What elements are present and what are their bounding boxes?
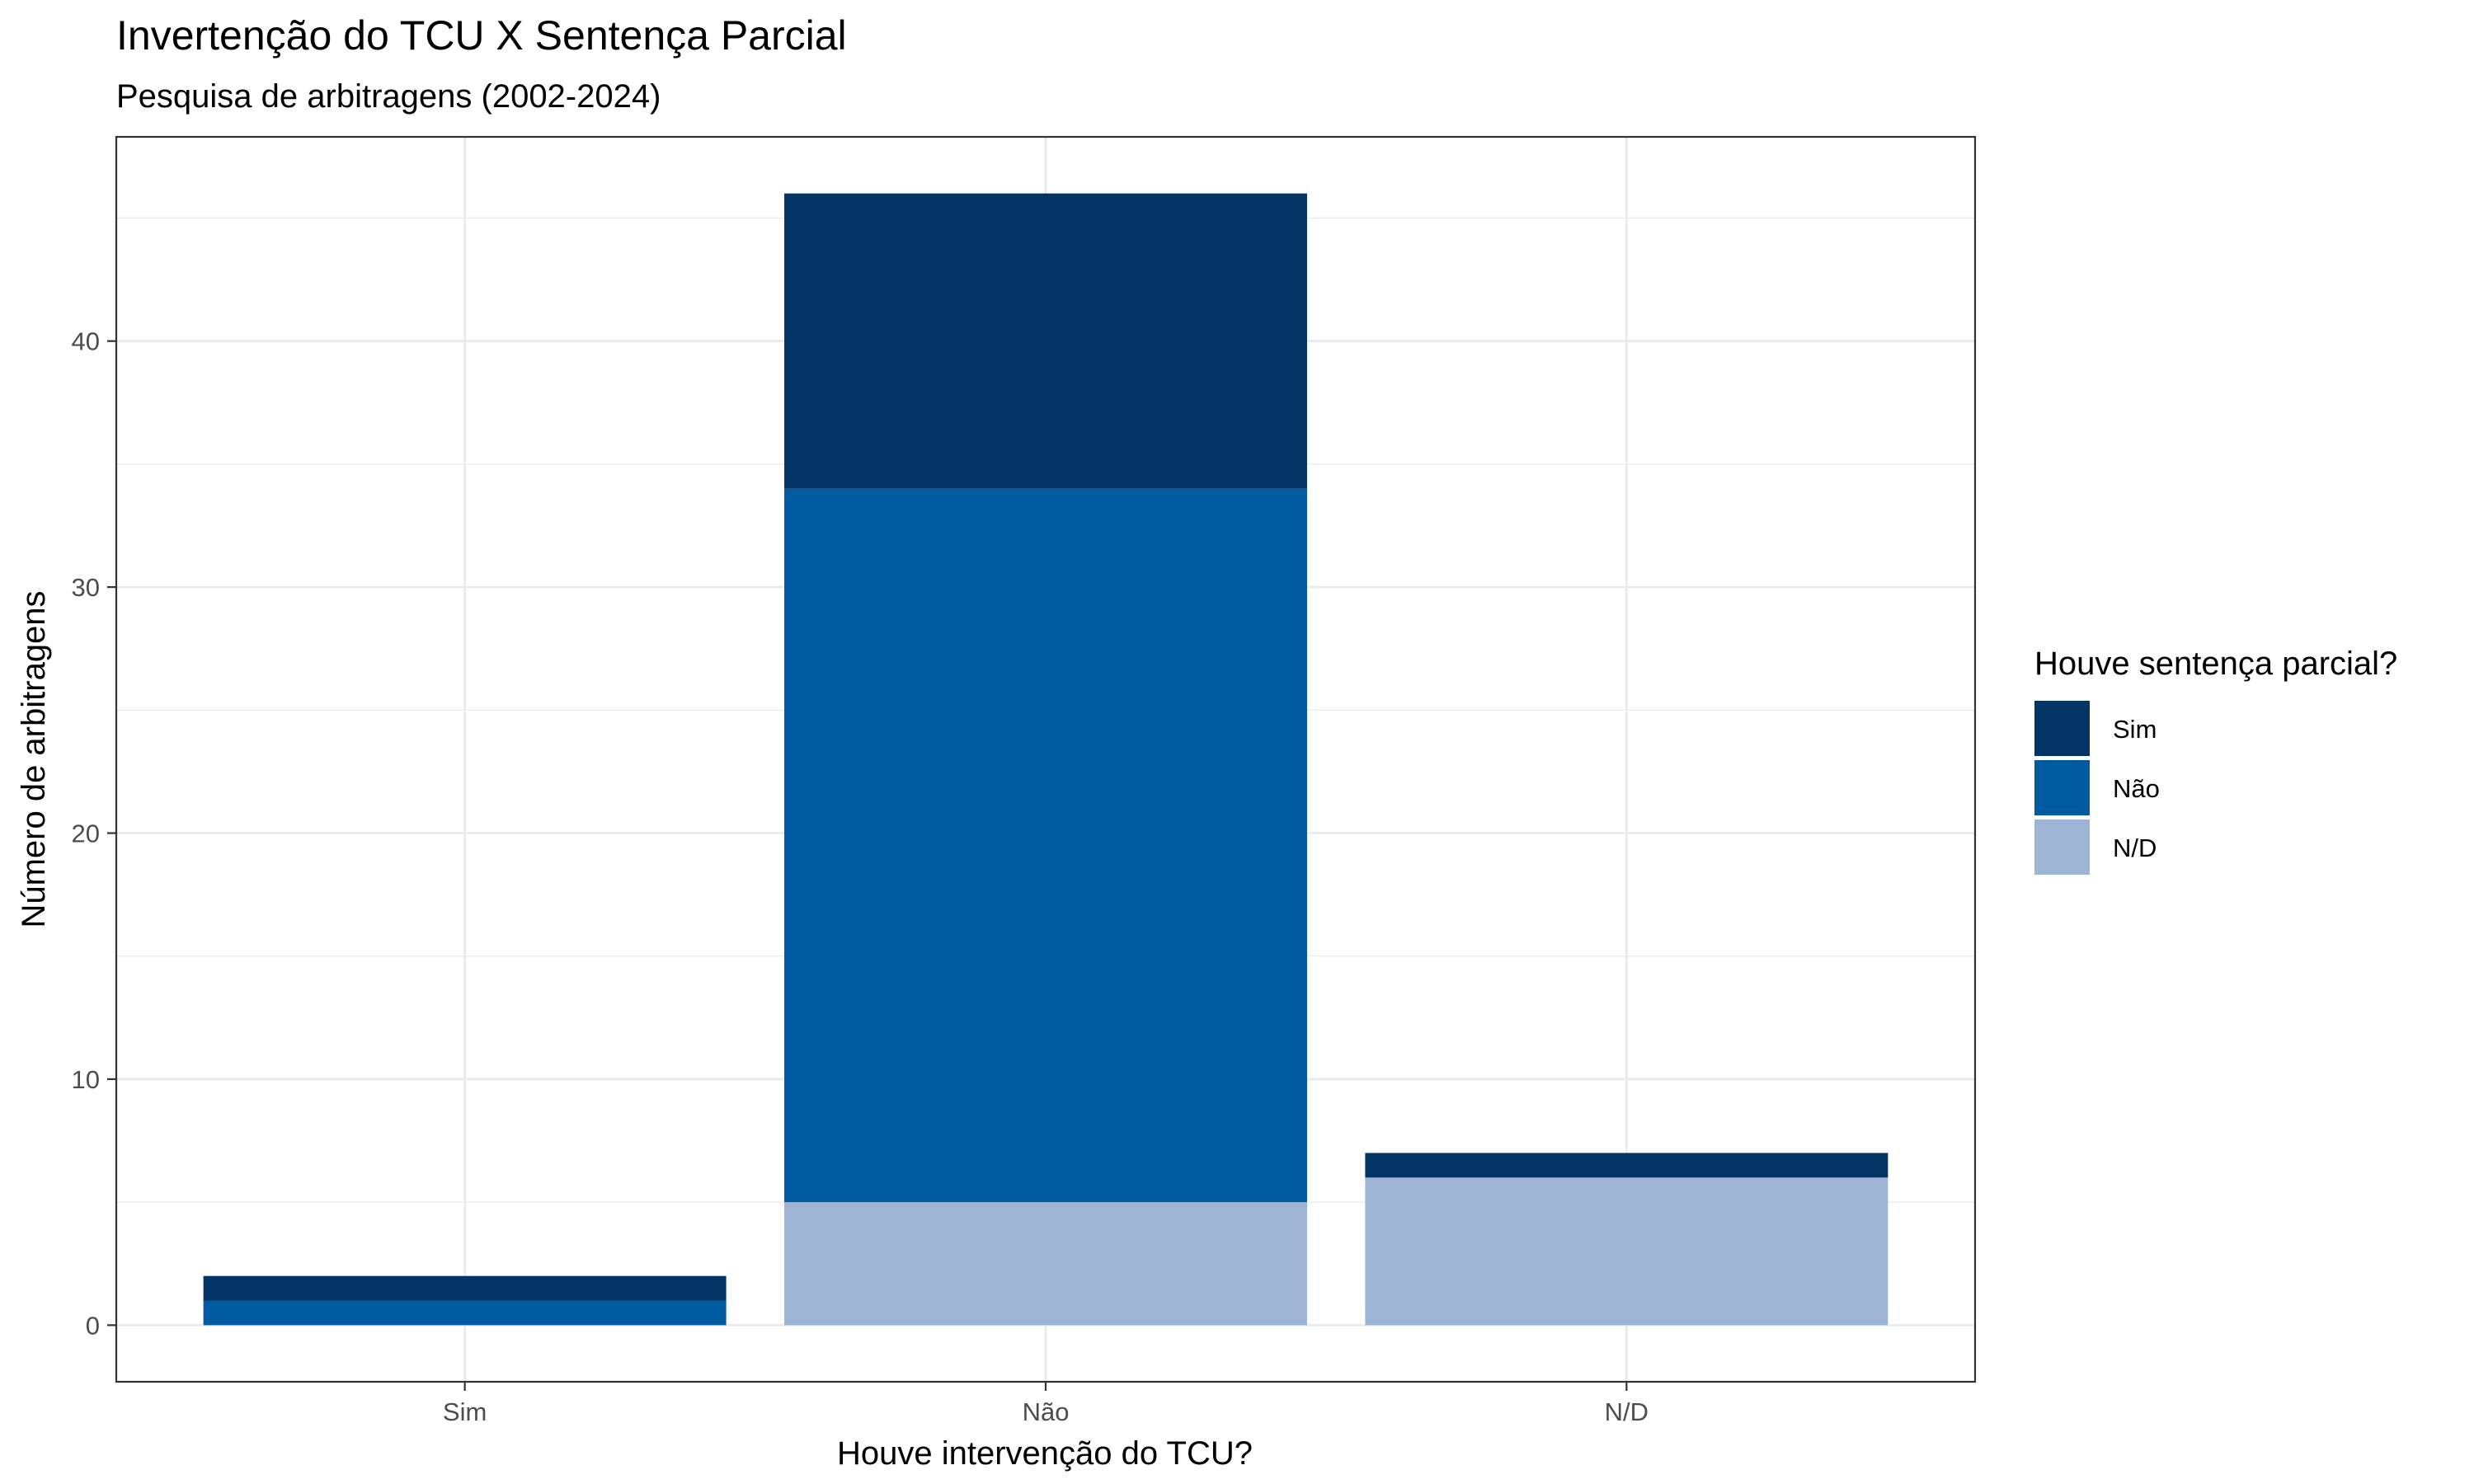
y-tick-label: 20 — [72, 819, 100, 848]
y-tick-label: 10 — [72, 1065, 100, 1094]
legend-label: N/D — [2113, 834, 2157, 862]
bar-no-nd — [784, 1202, 1307, 1326]
legend-swatch — [2034, 701, 2090, 756]
legend-swatch — [2034, 819, 2090, 875]
bar-no-sim — [784, 193, 1307, 489]
bar-nd-sim — [1365, 1153, 1888, 1178]
y-tick-label: 0 — [86, 1311, 100, 1340]
y-tick-label: 30 — [72, 573, 100, 602]
bar-sim-no — [203, 1300, 727, 1326]
chart-title: Invertenção do TCU X Sentença Parcial — [116, 12, 847, 59]
legend-label: Não — [2113, 774, 2160, 803]
x-axis: Sim Não N/D — [443, 1382, 1649, 1426]
legend: Houve sentença parcial? Sim Não N/D — [2034, 646, 2397, 875]
bar-no-no — [784, 488, 1307, 1203]
bars — [203, 193, 1888, 1326]
chart-subtitle: Pesquisa de arbitragens (2002-2024) — [116, 78, 661, 115]
legend-title: Houve sentença parcial? — [2034, 646, 2397, 682]
x-axis-title: Houve intervenção do TCU? — [837, 1435, 1253, 1472]
legend-swatch — [2034, 760, 2090, 815]
y-axis-title: Número de arbitragens — [16, 590, 52, 928]
x-tick-label: N/D — [1605, 1397, 1649, 1426]
bar-sim-sim — [203, 1275, 727, 1301]
x-tick-label: Sim — [443, 1397, 487, 1426]
y-axis: 0 10 20 30 40 — [72, 327, 116, 1340]
legend-label: Sim — [2113, 715, 2157, 744]
y-tick-label: 40 — [72, 327, 100, 356]
x-tick-label: Não — [1023, 1397, 1070, 1426]
bar-nd-nd — [1365, 1177, 1888, 1326]
